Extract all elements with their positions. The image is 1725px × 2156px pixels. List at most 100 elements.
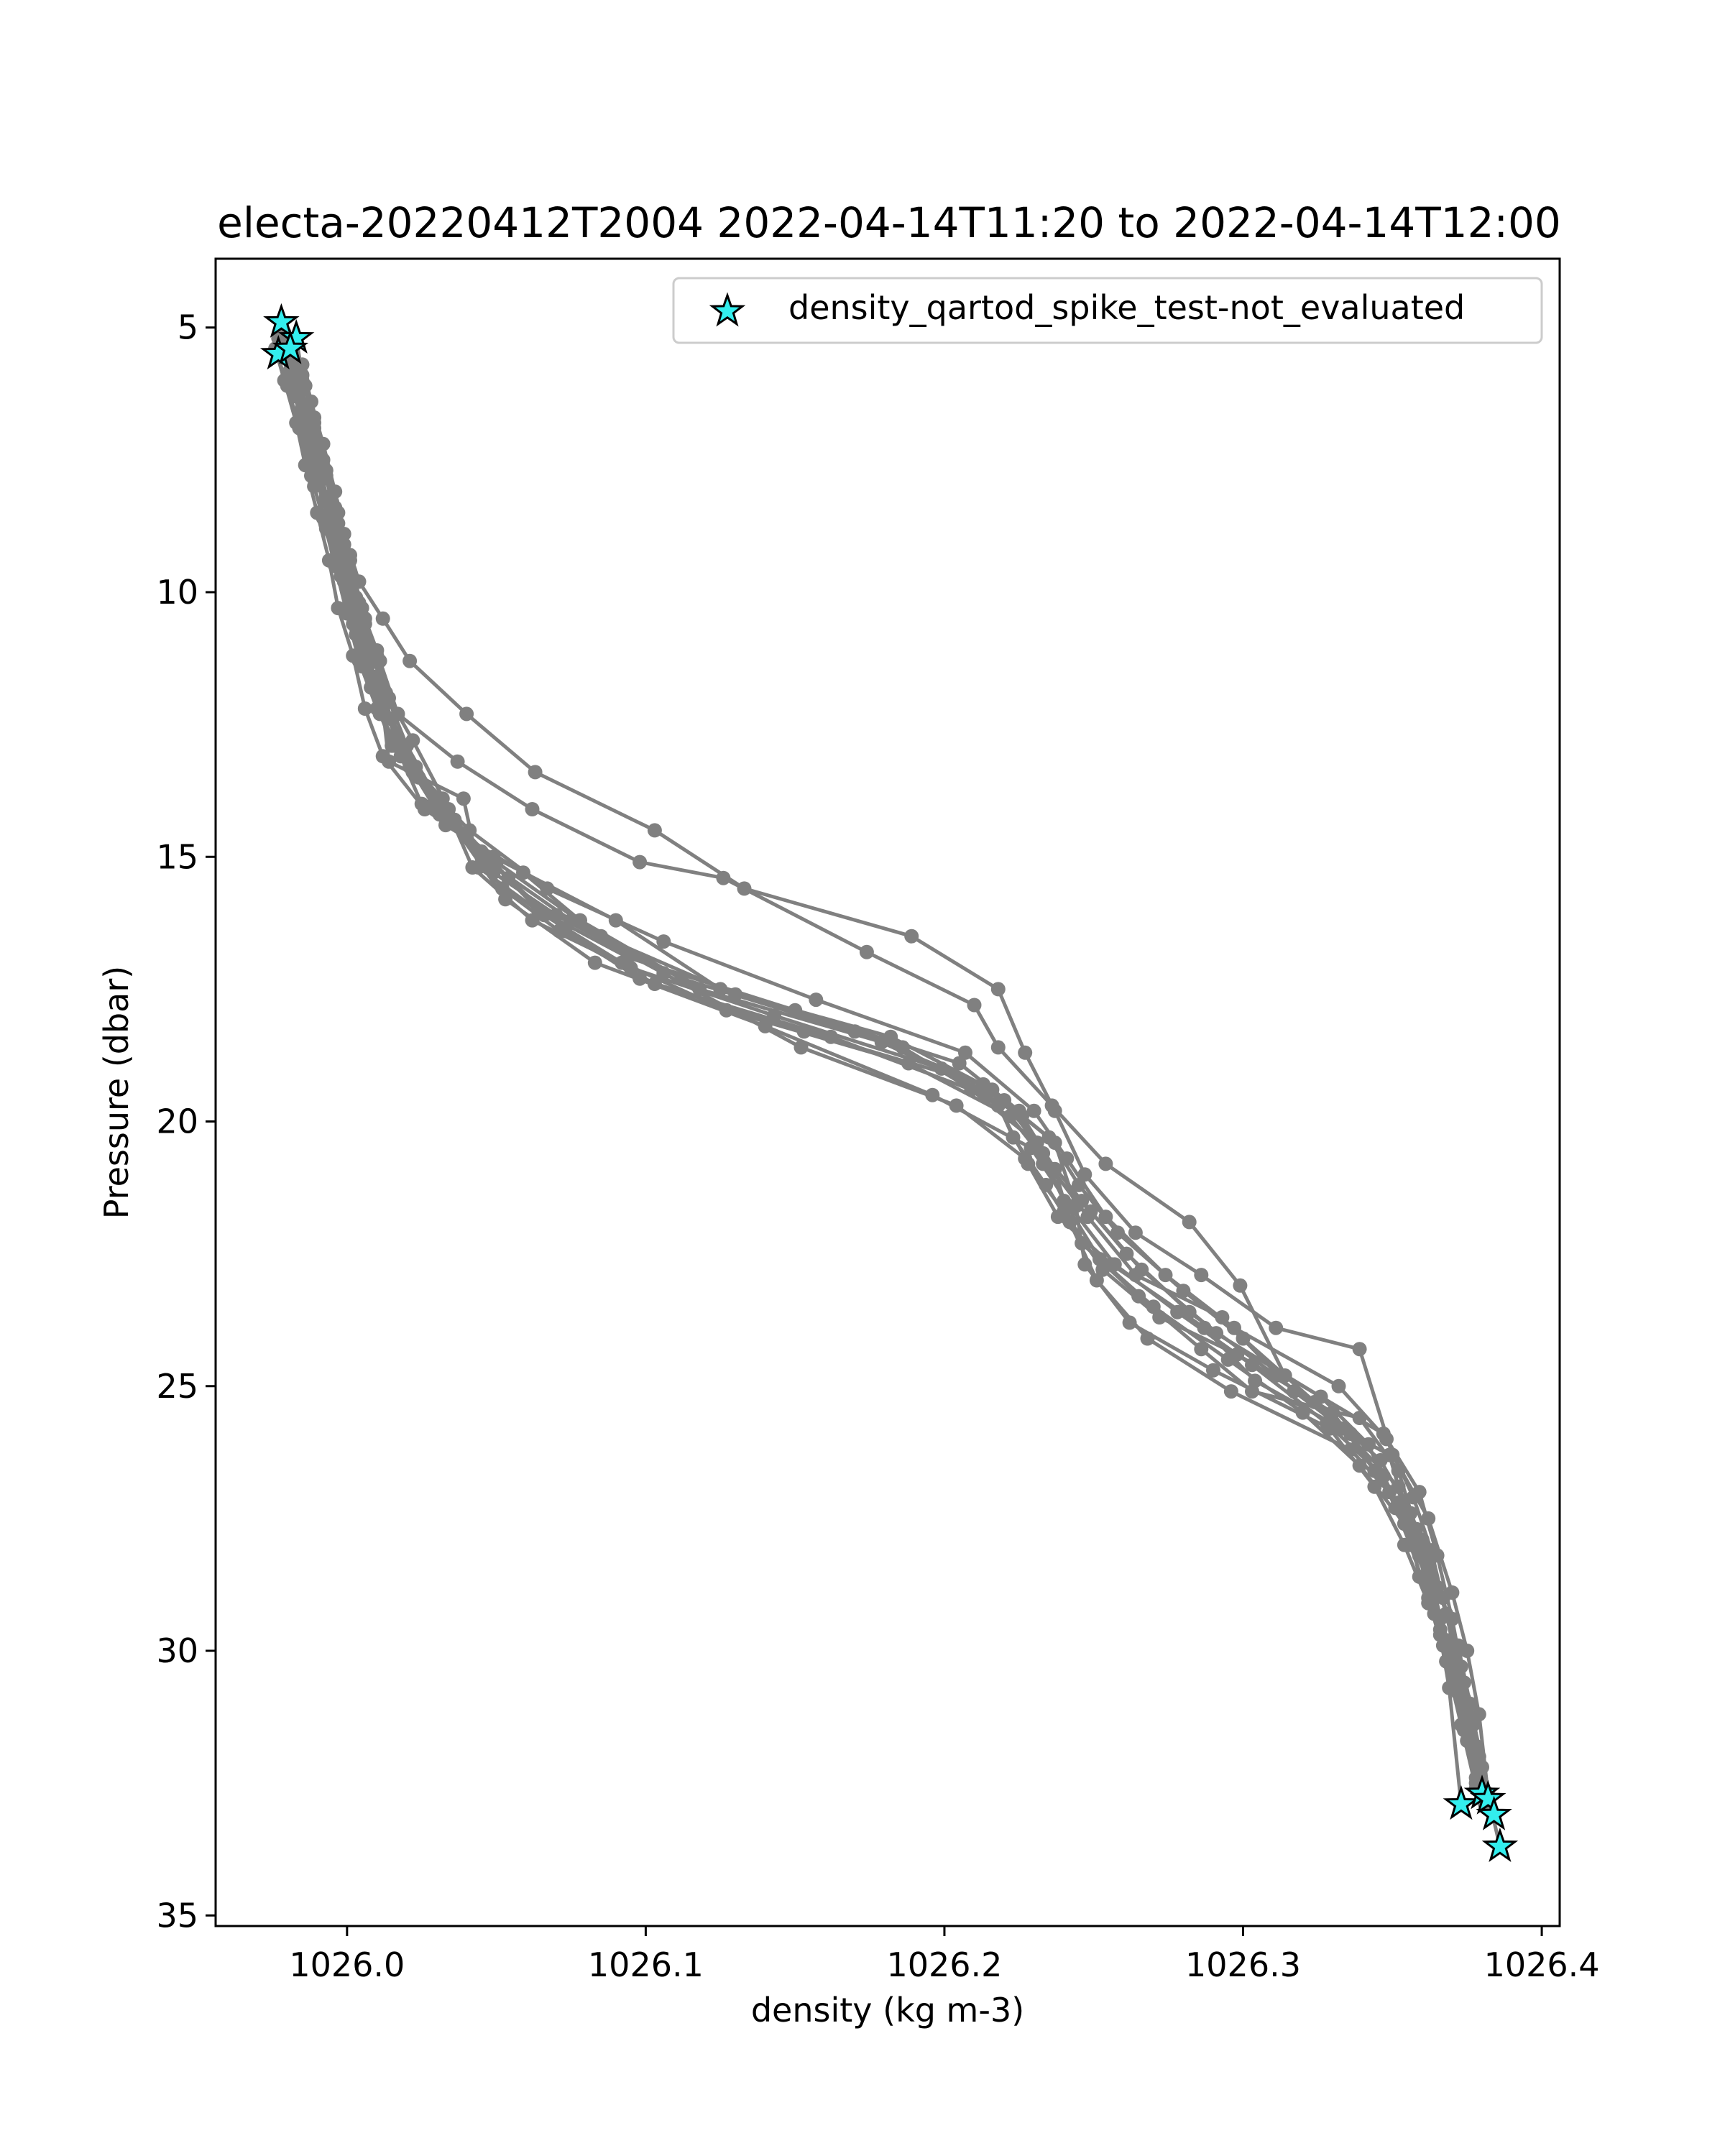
profile-point xyxy=(647,823,662,838)
profile-point xyxy=(474,844,489,859)
profile-point xyxy=(1430,1548,1445,1563)
profile-series xyxy=(286,336,1493,1807)
profile-point xyxy=(1206,1363,1220,1378)
profile-point xyxy=(1361,1437,1376,1452)
profile-point xyxy=(1403,1506,1418,1521)
profile-point xyxy=(1098,1210,1113,1225)
profile-point xyxy=(1277,1368,1292,1383)
profile-point xyxy=(1427,1606,1442,1621)
profile-point xyxy=(952,1056,967,1071)
x-axis-label: density (kg m-3) xyxy=(751,1991,1024,2030)
profile-point xyxy=(1182,1215,1197,1230)
profile-point xyxy=(1152,1310,1167,1325)
y-tick-label: 25 xyxy=(156,1367,198,1406)
profile-point xyxy=(402,653,418,668)
x-tick-label: 1026.0 xyxy=(289,1945,405,1984)
profile-point xyxy=(925,1087,940,1102)
profile-point xyxy=(1468,1738,1484,1754)
legend-label: density_qartod_spike_test-not_evaluated xyxy=(788,288,1465,327)
profile-point xyxy=(357,611,372,626)
profile-point xyxy=(450,754,465,769)
profile-point xyxy=(432,807,447,822)
x-tick-label: 1026.3 xyxy=(1185,1945,1301,1984)
profile-point xyxy=(1388,1501,1403,1516)
profile-point xyxy=(298,378,313,393)
profile-point xyxy=(1059,1151,1075,1166)
profile-point xyxy=(1095,1262,1110,1277)
profile-point xyxy=(343,563,357,579)
y-tick-label: 35 xyxy=(156,1896,198,1935)
profile-point xyxy=(1134,1262,1149,1277)
profile-point xyxy=(1376,1427,1391,1441)
profile-point xyxy=(307,452,322,467)
profile-point xyxy=(1098,1156,1113,1171)
profile-point xyxy=(967,998,982,1013)
profile-point xyxy=(1044,1098,1059,1113)
profile-point xyxy=(716,870,731,885)
legend: density_qartod_spike_test-not_evaluated xyxy=(672,277,1543,344)
x-axis: 1026.0 1026.1 1026.2 1026.3 1026.4 xyxy=(289,1926,1600,1984)
profile-point xyxy=(1223,1384,1238,1399)
profile-point xyxy=(1460,1644,1475,1658)
profile-point xyxy=(656,934,671,949)
flagged-star-point xyxy=(272,329,309,364)
profile-point xyxy=(1011,1103,1026,1118)
x-tick-label: 1026.1 xyxy=(588,1945,704,1984)
y-tick-label: 10 xyxy=(156,573,198,612)
y-tick-label: 20 xyxy=(156,1102,198,1141)
profile-point xyxy=(1077,1257,1092,1272)
profile-point xyxy=(1412,1548,1427,1563)
flagged-star-point xyxy=(1481,1827,1519,1862)
profile-point xyxy=(357,632,372,648)
chart-title: electa-20220412T2004 2022-04-14T11:20 to… xyxy=(217,198,1561,247)
flagged-star-point xyxy=(1476,1795,1512,1830)
plot-frame xyxy=(214,257,1561,1927)
profile-line xyxy=(280,326,1490,1795)
profile-point xyxy=(1412,1485,1427,1500)
profile-point xyxy=(1194,1268,1209,1283)
profile-point xyxy=(295,405,310,420)
flagged-points-layer xyxy=(259,303,1519,1862)
profile-point xyxy=(1230,1347,1245,1362)
profile-point xyxy=(809,992,824,1008)
profile-point xyxy=(459,706,474,722)
profile-point xyxy=(904,929,919,944)
profile-point xyxy=(990,1040,1006,1055)
profile-point xyxy=(280,378,295,393)
profile-point xyxy=(357,701,372,716)
profile-point xyxy=(1021,1156,1036,1171)
profile-point xyxy=(304,469,318,483)
profile-point xyxy=(331,543,346,558)
profile-point xyxy=(1352,1458,1367,1473)
profile-point xyxy=(480,854,495,870)
profile-point xyxy=(390,706,405,722)
profile-point xyxy=(1158,1268,1173,1283)
profile-point xyxy=(318,494,334,510)
profile-point xyxy=(318,469,334,483)
profile-point xyxy=(1036,1156,1051,1171)
profile-point xyxy=(824,1029,838,1044)
profile-point xyxy=(1128,1225,1143,1240)
profile-point xyxy=(1233,1278,1248,1293)
profile-point xyxy=(530,902,546,917)
flagged-star-point xyxy=(263,303,300,338)
profile-point xyxy=(1018,1045,1033,1060)
profile-point xyxy=(587,955,602,970)
profile-line xyxy=(291,343,1487,1800)
profile-point xyxy=(328,558,343,573)
y-tick-label: 5 xyxy=(178,308,198,347)
profile-point xyxy=(411,770,426,785)
profile-point xyxy=(1194,1342,1209,1357)
profile-point xyxy=(456,791,471,806)
profile-point xyxy=(331,516,346,531)
profile-point xyxy=(1083,1204,1098,1219)
profile-point xyxy=(859,944,874,959)
profile-point xyxy=(1026,1103,1041,1118)
profile-point xyxy=(382,754,396,769)
y-axis: 5 10 15 20 25 30 35 xyxy=(156,308,216,1935)
y-tick-label: 15 xyxy=(156,837,198,876)
profile-point xyxy=(1471,1707,1486,1722)
profile-point xyxy=(372,653,387,668)
profile-point xyxy=(1057,1204,1072,1219)
